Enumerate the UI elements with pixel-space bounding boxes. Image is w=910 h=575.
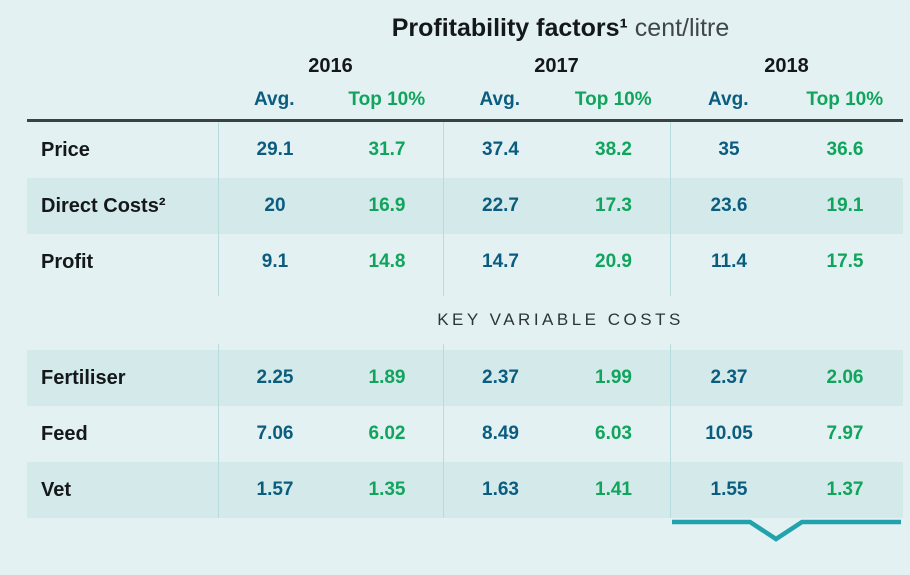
spacer-cell	[218, 344, 443, 350]
row-label: Vet	[41, 478, 72, 501]
section-header-row: KEY VARIABLE COSTS	[27, 296, 903, 344]
year-label: 2018	[764, 54, 809, 77]
year-label: 2016	[308, 54, 353, 77]
avg-value: 37.4	[482, 139, 519, 160]
top10-value: 6.02	[368, 423, 406, 444]
year-value-group: 2.25 1.89	[218, 350, 443, 406]
row-label: Profit	[41, 250, 94, 273]
chart-title: Profitability factors¹ cent/litre	[218, 14, 903, 43]
year-value-group: 1.63 1.41	[443, 462, 670, 518]
row-label: Feed	[41, 422, 88, 445]
subheader-group: Avg. Top 10%	[443, 89, 670, 111]
avg-value: 2.25	[256, 367, 294, 388]
spacer-cell	[670, 344, 903, 350]
top10-value: 1.99	[595, 367, 632, 388]
table-row: Feed 7.06 6.02 8.49 6.03 10.05 7.97	[27, 406, 903, 462]
years-header-row: 2016 2017 2018	[27, 51, 903, 81]
avg-header: Avg.	[254, 89, 295, 110]
top10-value: 1.35	[368, 479, 406, 500]
section-header-label: KEY VARIABLE COSTS	[437, 310, 684, 329]
avg-value: 2.37	[710, 367, 748, 388]
top10-value: 1.37	[826, 479, 864, 500]
avg-value: 1.55	[710, 479, 748, 500]
avg-value: 7.06	[256, 423, 294, 444]
profitability-table-body: Price 29.1 31.7 37.4 38.2 35 36.6 Direct Costs²…	[0, 122, 910, 518]
year-value-group: 23.6 19.1	[670, 178, 903, 234]
avg-value: 8.49	[482, 423, 519, 444]
avg-value: 14.7	[482, 251, 519, 272]
top10-header: Top 10%	[574, 89, 652, 110]
top10-header: Top 10%	[348, 89, 426, 110]
year-value-group: 14.7 20.9	[443, 234, 670, 290]
top10-value: 20.9	[595, 251, 632, 272]
avg-value: 20	[264, 195, 286, 216]
spacer-cell	[27, 290, 218, 296]
year-value-group: 2.37 1.99	[443, 350, 670, 406]
top10-value: 1.89	[368, 367, 406, 388]
row-label: Direct Costs²	[41, 194, 166, 217]
avg-value: 11.4	[711, 251, 747, 272]
row-label: Fertiliser	[41, 366, 126, 389]
avg-header: Avg.	[708, 89, 749, 110]
year-label: 2017	[534, 54, 579, 77]
avg-header: Avg.	[479, 89, 520, 110]
top10-value: 38.2	[595, 139, 632, 160]
top10-value: 2.06	[826, 367, 864, 388]
avg-value: 2.37	[482, 367, 519, 388]
top10-value: 7.97	[826, 423, 864, 444]
avg-value: 1.57	[256, 479, 294, 500]
top10-value: 16.9	[368, 195, 406, 216]
spacer-cell	[443, 290, 670, 296]
callout-pointer-icon	[670, 519, 903, 543]
year-value-group: 29.1 31.7	[218, 122, 443, 178]
year-value-group: 2.37 2.06	[670, 350, 903, 406]
subheader-row: Avg. Top 10% Avg. Top 10% Avg. Top 10%	[27, 81, 903, 119]
avg-value: 35	[718, 139, 740, 160]
avg-value: 1.63	[482, 479, 519, 500]
avg-value: 22.7	[482, 195, 519, 216]
year-value-group: 35 36.6	[670, 122, 903, 178]
top10-value: 19.1	[826, 195, 864, 216]
spacer-cell	[218, 290, 443, 296]
year-value-group: 1.57 1.35	[218, 462, 443, 518]
header-rule	[27, 119, 903, 122]
avg-value: 10.05	[705, 423, 753, 444]
top10-value: 36.6	[826, 139, 864, 160]
year-value-group: 9.1 14.8	[218, 234, 443, 290]
chart-title-unit: cent/litre	[627, 14, 730, 42]
top10-value: 17.3	[595, 195, 632, 216]
top10-value: 1.41	[595, 479, 632, 500]
top10-header: Top 10%	[806, 89, 884, 110]
year-value-group: 1.55 1.37	[670, 462, 903, 518]
section-gap-spacer	[27, 290, 903, 296]
table-row: Vet 1.57 1.35 1.63 1.41 1.55 1.37	[27, 462, 903, 518]
profitability-infographic: Profitability factors¹ cent/litre 2016 20…	[0, 14, 910, 543]
subheader-group: Avg. Top 10%	[670, 89, 903, 111]
avg-value: 9.1	[261, 251, 289, 272]
year-value-group: 20 16.9	[218, 178, 443, 234]
year-value-group: 11.4 17.5	[670, 234, 903, 290]
top10-value: 6.03	[595, 423, 632, 444]
subheader-group: Avg. Top 10%	[218, 89, 443, 111]
table-row: Profit 9.1 14.8 14.7 20.9 11.4 17.5	[27, 234, 903, 290]
table-row: Price 29.1 31.7 37.4 38.2 35 36.6	[27, 122, 903, 178]
section-gap-spacer	[27, 344, 903, 350]
year-value-group: 22.7 17.3	[443, 178, 670, 234]
chart-title-main: Profitability factors¹	[391, 14, 628, 42]
top10-value: 31.7	[368, 139, 406, 160]
year-value-group: 8.49 6.03	[443, 406, 670, 462]
top10-value: 17.5	[826, 251, 864, 272]
top10-value: 14.8	[368, 251, 406, 272]
year-value-group: 10.05 7.97	[670, 406, 903, 462]
year-value-group: 37.4 38.2	[443, 122, 670, 178]
table-row: Fertiliser 2.25 1.89 2.37 1.99 2.37 2.06	[27, 350, 903, 406]
avg-value: 23.6	[710, 195, 748, 216]
spacer-cell	[670, 290, 903, 296]
avg-value: 29.1	[256, 139, 294, 160]
row-label: Price	[41, 138, 90, 161]
spacer-cell	[443, 344, 670, 350]
year-value-group: 7.06 6.02	[218, 406, 443, 462]
table-row: Direct Costs² 20 16.9 22.7 17.3 23.6 19.1	[27, 178, 903, 234]
